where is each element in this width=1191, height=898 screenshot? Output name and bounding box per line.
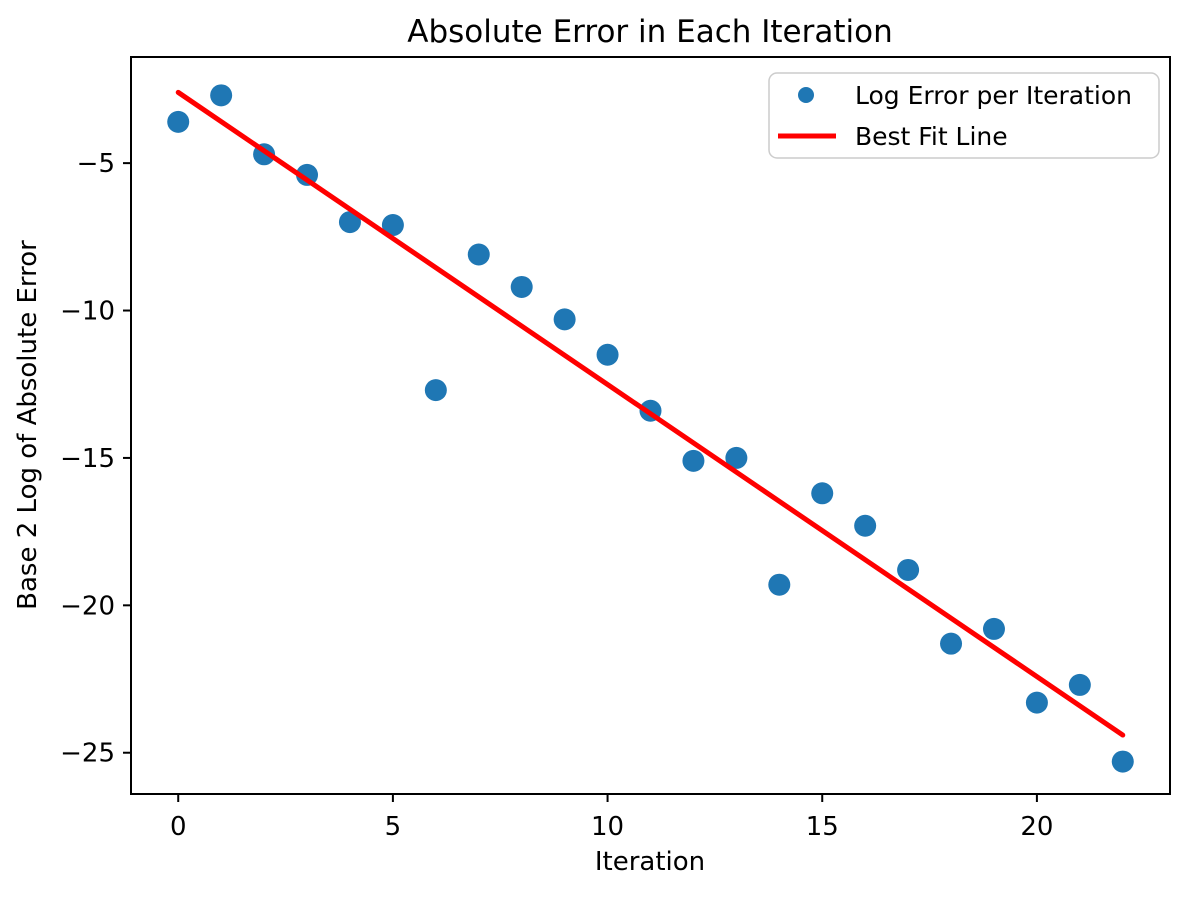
x-tick-label: 20 — [1020, 812, 1053, 842]
data-point — [1025, 691, 1048, 714]
y-tick-label: −5 — [77, 149, 115, 179]
data-point — [982, 617, 1005, 640]
data-point — [424, 379, 447, 402]
x-tick-label: 0 — [170, 812, 187, 842]
legend-label-scatter: Log Error per Iteration — [855, 81, 1132, 110]
data-point — [467, 243, 490, 266]
plot-border — [130, 56, 1171, 795]
legend: Log Error per Iteration Best Fit Line — [768, 72, 1160, 159]
data-point — [682, 449, 705, 472]
data-point — [854, 514, 877, 537]
data-point — [725, 446, 748, 469]
data-point — [1068, 673, 1091, 696]
y-tick-label: −20 — [60, 591, 115, 621]
data-point — [811, 482, 834, 505]
data-point — [553, 308, 576, 331]
x-tick-label: 15 — [806, 812, 839, 842]
legend-scatter-marker-icon — [798, 87, 814, 103]
y-tick-label: −15 — [60, 444, 115, 474]
x-tick-label: 10 — [591, 812, 624, 842]
best-fit-line — [175, 89, 1126, 738]
data-point — [210, 84, 233, 107]
data-point — [296, 163, 319, 186]
x-axis-label: Iteration — [595, 847, 705, 877]
data-point — [768, 573, 791, 596]
data-point — [381, 214, 404, 237]
y-axis-label: Base 2 Log of Absolute Error — [13, 240, 43, 610]
data-point — [510, 275, 533, 298]
legend-label-line: Best Fit Line — [855, 122, 1008, 151]
legend-box — [768, 72, 1160, 159]
data-point — [897, 558, 920, 581]
data-point — [338, 211, 361, 234]
chart-title: Absolute Error in Each Iteration — [407, 14, 893, 50]
data-point — [1111, 750, 1134, 773]
plot-area: 0 5 10 15 20 −5 −10 −15 −20 −25 — [60, 56, 1171, 842]
data-point — [167, 110, 190, 133]
y-tick-label: −25 — [60, 739, 115, 769]
data-point — [940, 632, 963, 655]
y-tick-label: −10 — [60, 297, 115, 327]
data-point — [596, 343, 619, 366]
x-tick-label: 5 — [385, 812, 402, 842]
